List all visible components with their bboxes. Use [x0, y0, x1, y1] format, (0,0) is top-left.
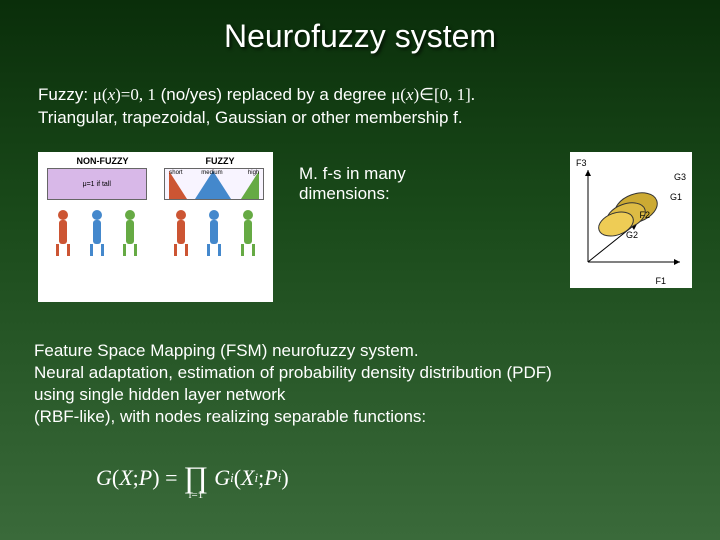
axis-f3: F3 — [576, 158, 587, 168]
f-Xi: X — [241, 465, 254, 491]
f-close-eq: ) = — [152, 465, 177, 491]
axis-f1: F1 — [655, 276, 666, 286]
fsm-l2: Neural adaptation, estimation of probabi… — [34, 363, 552, 382]
f-G: G — [96, 465, 112, 491]
fsm-l1: Feature Space Mapping (FSM) neurofuzzy s… — [34, 341, 419, 360]
nonfuzzy-box-label: μ=1 if tall — [83, 181, 111, 188]
fsm-paragraph: Feature Space Mapping (FSM) neurofuzzy s… — [34, 340, 552, 428]
mu-expr-1a: μ( — [93, 85, 108, 104]
mu-x1: x — [108, 85, 116, 104]
blob-g3: G3 — [674, 172, 686, 182]
mid-caption-l2: dimensions: — [299, 184, 390, 203]
mu-expr-2a: μ( — [391, 85, 406, 104]
middle-row: NON-FUZZY FUZZY μ=1 if tall short medium… — [38, 152, 692, 302]
fuzzy-lbl-high: high — [248, 170, 259, 176]
nonfuzzy-fuzzy-diagram: NON-FUZZY FUZZY μ=1 if tall short medium… — [38, 152, 273, 302]
axis-f2: F2 — [639, 210, 650, 220]
person-icon — [241, 210, 255, 258]
product-symbol: ∏ i=1 — [183, 455, 208, 501]
fuzzy-mid: (no/yes) replaced by a degree — [156, 85, 391, 104]
f-close2: ) — [281, 465, 288, 491]
person-icon — [123, 210, 137, 258]
fuzzy-lbl-med: medium — [201, 170, 222, 176]
f-X: X — [119, 465, 132, 491]
nonfuzzy-box: μ=1 if tall — [47, 168, 147, 200]
person-icon — [90, 210, 104, 258]
person-icon — [56, 210, 70, 258]
mid-caption: M. f-s in many dimensions: — [295, 152, 548, 204]
fuzzy-box: short medium high — [164, 168, 264, 200]
f-P: P — [139, 465, 152, 491]
diag-hdr-nonfuzzy: NON-FUZZY — [77, 156, 129, 166]
fuzzy-prefix: Fuzzy: — [38, 85, 93, 104]
diag-hdr-fuzzy: FUZZY — [206, 156, 235, 166]
intro-line2: Triangular, trapezoidal, Gaussian or oth… — [38, 108, 463, 127]
blob-g1: G1 — [670, 192, 682, 202]
mid-caption-l1: M. f-s in many — [299, 164, 406, 183]
fsm-l4: (RBF-like), with nodes realizing separab… — [34, 407, 426, 426]
blob-g2: G2 — [626, 230, 638, 240]
mu-expr-1b: )=0, 1 — [115, 85, 156, 104]
intro-paragraph: Fuzzy: μ(x)=0, 1 (no/yes) replaced by a … — [38, 84, 475, 130]
f-open2: ( — [234, 465, 241, 491]
prod-lower: i=1 — [188, 490, 203, 501]
formula: G(X; P) = ∏ i=1 Gi(Xi; Pi) — [96, 455, 289, 501]
mu-x2: x — [406, 85, 414, 104]
dimensions-diagram: F1 F2 F3 G1 G2 G3 — [570, 152, 692, 288]
mu-expr-2b: )∈[0, 1]. — [414, 85, 476, 104]
slide-title: Neurofuzzy system — [0, 0, 720, 55]
fuzzy-lbl-short: short — [169, 170, 182, 176]
person-icon — [174, 210, 188, 258]
person-icon — [207, 210, 221, 258]
f-Gi: G — [214, 465, 230, 491]
f-Pi: P — [264, 465, 277, 491]
fsm-l3: using single hidden layer network — [34, 385, 285, 404]
